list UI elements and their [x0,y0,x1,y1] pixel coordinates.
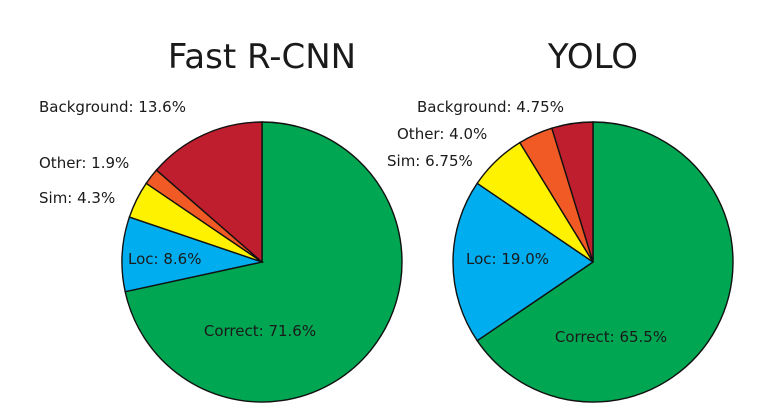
slice-label-fast-rcnn-loc: Loc: 8.6% [128,250,201,268]
chart-title-fast-rcnn: Fast R-CNN [168,37,356,77]
slice-label-yolo-other: Other: 4.0% [397,125,487,143]
pie-slice-yolo-correct [476,121,734,403]
slice-label-yolo-correct: Correct: 65.5% [555,328,667,346]
slice-label-yolo-sim: Sim: 6.75% [387,152,473,170]
slice-label-fast-rcnn-background: Background: 13.6% [39,98,186,116]
chart-title-yolo: YOLO [547,37,638,77]
slice-label-fast-rcnn-correct: Correct: 71.6% [204,322,316,340]
slice-label-fast-rcnn-other: Other: 1.9% [39,154,129,172]
slice-labels-group: Correct: 71.6% Loc: 8.6% Sim: 4.3% Other: 1… [39,98,667,346]
slice-label-fast-rcnn-sim: Sim: 4.3% [39,189,115,207]
slice-label-yolo-loc: Loc: 19.0% [466,250,549,268]
pie-slice-yolo-background [550,121,594,263]
slice-label-yolo-background: Background: 4.75% [417,98,564,116]
pie-slice-yolo-loc [452,182,595,342]
pie-slice-fast-rcnn-background [155,121,263,264]
pie-slices-group [121,121,734,403]
